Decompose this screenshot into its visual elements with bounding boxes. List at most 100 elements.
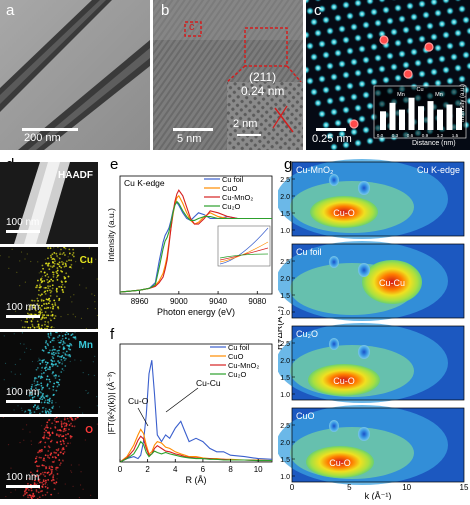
eds-noise-dot	[56, 478, 57, 479]
eds-scale-text: 100 nm	[6, 217, 39, 228]
eds-signal-dot	[56, 449, 58, 451]
eds-noise-dot	[22, 410, 23, 411]
zoom-inset-frame	[218, 226, 270, 266]
atom-dot	[306, 7, 314, 15]
eds-noise-dot	[60, 316, 61, 317]
eds-noise-dot	[54, 363, 55, 364]
eds-noise-dot	[48, 419, 49, 420]
y-tick-label: 1.5	[280, 375, 290, 382]
atom-dot	[358, 10, 366, 18]
eds-noise-dot	[95, 308, 96, 309]
eds-signal-dot	[45, 361, 47, 363]
eds-signal-dot	[44, 291, 46, 293]
atom-dot	[434, 9, 442, 17]
eds-signal-dot	[50, 412, 52, 414]
eds-signal-dot	[51, 353, 53, 355]
eds-signal-dot	[56, 267, 58, 269]
eds-signal-dot	[40, 318, 42, 320]
edge-label: Cu K-edge	[417, 165, 460, 175]
eds-signal-dot	[51, 350, 53, 352]
legend-label: Cu₂O	[228, 370, 246, 379]
inset-tick-label: 1.2	[437, 133, 444, 138]
eds-signal-dot	[58, 263, 60, 265]
eds-signal-dot	[47, 479, 49, 481]
eds-noise-dot	[45, 426, 46, 427]
eds-signal-dot	[75, 418, 77, 420]
eds-noise-dot	[5, 363, 6, 364]
eds-signal-dot	[64, 266, 66, 268]
intensity-peak	[428, 101, 434, 130]
eds-signal-dot	[40, 278, 42, 280]
eds-signal-dot	[46, 279, 48, 281]
eds-signal-dot	[50, 334, 52, 336]
eds-noise-dot	[34, 383, 35, 384]
eds-noise-dot	[0, 255, 1, 256]
atom-dot	[418, 0, 426, 8]
eds-noise-dot	[47, 484, 48, 485]
eds-noise-dot	[88, 374, 89, 375]
atom-dot	[386, 17, 394, 25]
eds-signal-dot	[57, 365, 59, 367]
x-tick-label: 0	[290, 483, 295, 492]
eds-signal-dot	[65, 264, 67, 266]
eds-signal-dot	[70, 259, 72, 261]
eds-signal-dot	[26, 318, 28, 320]
inset-xlabel-c: Distance (nm)	[412, 140, 456, 147]
inset-scale-text-b: 2 nm	[233, 118, 257, 130]
eds-signal-dot	[48, 302, 50, 304]
eds-noise-dot	[46, 307, 47, 308]
eds-signal-dot	[30, 495, 32, 497]
eds-signal-dot	[60, 286, 62, 288]
atom-dot	[310, 88, 318, 96]
inset-tick-label: 0.0	[377, 133, 384, 138]
eds-signal-dot	[59, 261, 61, 263]
eds-signal-dot	[71, 345, 73, 347]
eds-noise-dot	[25, 282, 26, 283]
eds-signal-dot	[58, 459, 60, 461]
eds-signal-dot	[42, 411, 44, 413]
eds-signal-dot	[59, 346, 61, 348]
atom-dot	[366, 67, 374, 75]
eds-noise-dot	[57, 450, 58, 451]
atom-dot	[454, 29, 462, 37]
atom-dot	[462, 51, 470, 59]
eds-signal-dot	[46, 424, 48, 426]
y-tick-label: 1.0	[280, 474, 290, 481]
eds-signal-dot	[52, 407, 54, 409]
eds-signal-dot	[45, 399, 47, 401]
eds-noise-dot	[4, 335, 5, 336]
wavelet-minor-feature	[358, 345, 370, 359]
eds-signal-dot	[45, 411, 47, 413]
eds-noise-dot	[53, 327, 54, 328]
eds-noise-dot	[24, 412, 25, 413]
wavelet-feature-label: Cu-O	[333, 376, 355, 386]
cu-atom-marker	[380, 36, 388, 44]
eds-signal-dot	[42, 459, 44, 461]
eds-signal-dot	[51, 311, 53, 313]
eds-signal-dot	[69, 424, 71, 426]
wavelet-map-name: Cu₂O	[296, 329, 318, 339]
eds-signal-dot	[43, 317, 45, 319]
eds-noise-dot	[97, 405, 98, 406]
eds-noise-dot	[28, 497, 29, 498]
eds-noise-dot	[42, 268, 43, 269]
eds-signal-dot	[61, 426, 63, 428]
eds-signal-dot	[45, 346, 47, 348]
eds-noise-dot	[89, 247, 90, 248]
eds-noise-dot	[10, 468, 11, 469]
eds-signal-dot	[54, 304, 56, 306]
eds-noise-dot	[19, 285, 20, 286]
eds-signal-dot	[53, 394, 55, 396]
eds-signal-dot	[48, 337, 50, 339]
atom-dot	[426, 57, 434, 65]
eds-noise-dot	[52, 431, 53, 432]
atom-dot	[410, 48, 418, 56]
atom-dot	[378, 0, 386, 3]
eds-signal-dot	[58, 350, 60, 352]
eds-signal-dot	[43, 479, 45, 481]
eds-noise-dot	[20, 374, 21, 375]
atom-dot	[390, 28, 398, 36]
eds-noise-dot	[50, 435, 51, 436]
eds-signal-dot	[34, 377, 36, 379]
